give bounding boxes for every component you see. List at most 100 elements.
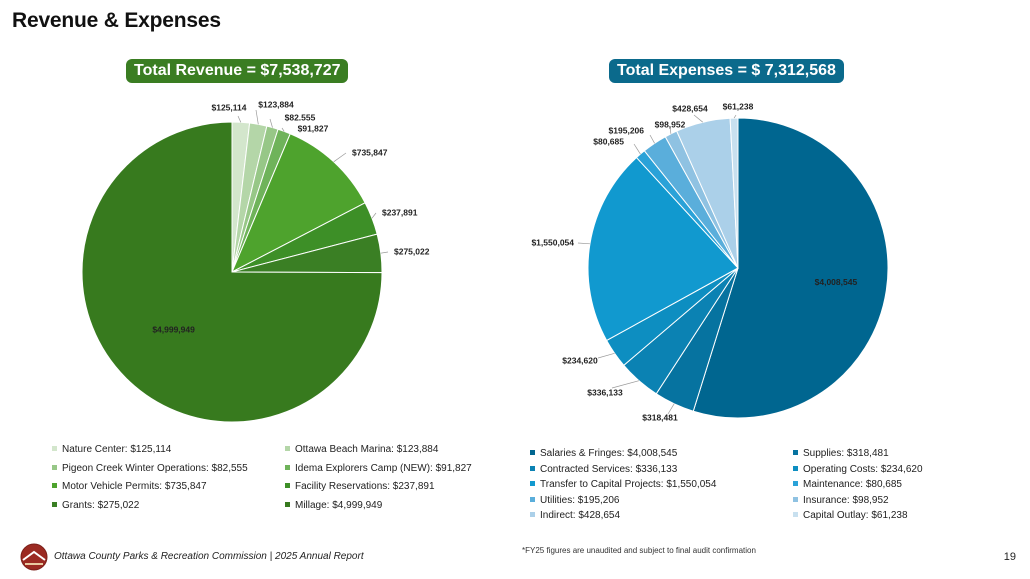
legend-label: Facility Reservations: $237,891 <box>295 481 435 492</box>
facility-reservations-data-label: $237,891 <box>382 207 418 217</box>
legend-item-transfer-to-capital-projects: Transfer to Capital Projects: $1,550,054 <box>530 479 716 491</box>
legend-label: Contracted Services: $336,133 <box>540 463 678 475</box>
legend-item-grants: Grants: $275,022 <box>52 500 139 512</box>
ottawa-beach-marina-leader-line <box>255 109 259 125</box>
legend-item-pigeon-creek-winter-operations: Pigeon Creek Winter Operations: $82,555 <box>52 463 248 475</box>
legend-swatch <box>793 481 798 486</box>
transfer-to-capital-projects-leader-line <box>577 242 591 245</box>
millage-data-label: $4,999,949 <box>152 324 195 334</box>
legend-swatch <box>530 481 535 486</box>
motor-vehicle-permits-leader-line <box>333 152 347 163</box>
utilities-leader-line <box>649 134 655 144</box>
legend-label: Operating Costs: $234,620 <box>803 463 923 475</box>
insurance-data-label: $98,952 <box>655 119 686 129</box>
millage-slice <box>81 121 383 423</box>
motor-vehicle-permits-data-label: $735,847 <box>352 147 388 157</box>
legend-item-maintenance: Maintenance: $80,685 <box>793 479 902 491</box>
maintenance-data-label: $80,685 <box>593 136 624 146</box>
legend-swatch <box>52 501 57 507</box>
supplies-data-label: $318,481 <box>642 412 678 422</box>
legend-label: Utilities: $195,206 <box>540 494 620 506</box>
audit-footnote: *FY25 figures are unaudited and subject … <box>522 546 756 555</box>
legend-swatch <box>530 465 535 471</box>
salaries-fringes-slice <box>692 117 889 419</box>
legend-item-operating-costs: Operating Costs: $234,620 <box>793 464 923 476</box>
legend-label: Millage: $4,999,949 <box>295 499 383 511</box>
legend-item-supplies: Supplies: $318,481 <box>793 448 889 460</box>
salaries-fringes-data-label: $4,008,545 <box>815 277 858 287</box>
legend-label: Idema Explorers Camp (NEW): $91,827 <box>295 462 472 474</box>
legend-swatch <box>285 501 290 507</box>
legend-label: Capital Outlay: $61,238 <box>803 510 908 521</box>
legend-label: Grants: $275,022 <box>62 499 140 511</box>
legend-item-idema-explorers-camp-new: Idema Explorers Camp (NEW): $91,827 <box>285 463 472 475</box>
capital-outlay-leader-line <box>733 114 737 119</box>
legend-label: Maintenance: $80,685 <box>803 479 902 490</box>
nature-center-leader-line <box>237 115 242 123</box>
legend-swatch <box>793 465 798 471</box>
legend-item-utilities: Utilities: $195,206 <box>530 495 620 507</box>
grants-data-label: $275,022 <box>394 246 430 256</box>
legend-item-capital-outlay: Capital Outlay: $61,238 <box>793 510 908 522</box>
total-expenses-badge: Total Expenses = $ 7,312,568 <box>609 59 844 83</box>
legend-item-facility-reservations: Facility Reservations: $237,891 <box>285 481 435 493</box>
legend-label: Nature Center: $125,114 <box>62 444 172 455</box>
legend-item-salaries-fringes: Salaries & Fringes: $4,008,545 <box>530 448 677 460</box>
motor-vehicle-permits-slice <box>231 133 366 274</box>
legend-item-nature-center: Nature Center: $125,114 <box>52 444 171 456</box>
legend-label: Ottawa Beach Marina: $123,884 <box>295 444 439 455</box>
pigeon-creek-winter-operations-data-label: $82.555 <box>285 112 316 122</box>
page-number: 19 <box>1003 551 1016 563</box>
supplies-leader-line <box>667 403 675 415</box>
legend-swatch <box>285 464 290 470</box>
legend-label: Salaries & Fringes: $4,008,545 <box>540 448 678 459</box>
utilities-data-label: $195,206 <box>609 125 645 135</box>
legend-swatch <box>793 512 798 517</box>
legend-item-contracted-services: Contracted Services: $336,133 <box>530 464 677 476</box>
operating-costs-data-label: $234,620 <box>562 355 598 365</box>
facility-reservations-leader-line <box>371 212 377 219</box>
maintenance-leader-line <box>633 143 641 155</box>
legend-item-insurance: Insurance: $98,952 <box>793 495 889 507</box>
legend-label: Supplies: $318,481 <box>803 448 889 459</box>
contracted-services-leader-line <box>611 380 640 389</box>
legend-label: Transfer to Capital Projects: $1,550,054 <box>540 479 717 490</box>
legend-label: Pigeon Creek Winter Operations: $82,555 <box>62 462 248 474</box>
capital-outlay-data-label: $61,238 <box>723 101 754 111</box>
legend-swatch <box>285 483 290 488</box>
legend-swatch <box>52 464 57 470</box>
contracted-services-data-label: $336,133 <box>587 387 623 397</box>
legend-label: Indirect: $428,654 <box>540 510 621 521</box>
idema-explorers-camp-new-data-label: $91,827 <box>298 123 329 133</box>
legend-swatch <box>530 512 535 517</box>
indirect-data-label: $428,654 <box>672 103 708 113</box>
transfer-to-capital-projects-data-label: $1,550,054 <box>531 237 574 247</box>
insurance-leader-line <box>669 126 672 134</box>
commission-logo-icon <box>20 543 48 571</box>
legend-swatch <box>52 483 57 488</box>
legend-swatch <box>285 446 290 451</box>
page-title: Revenue & Expenses <box>12 9 221 32</box>
legend-swatch <box>530 450 535 455</box>
pigeon-creek-winter-operations-leader-line <box>269 118 273 128</box>
legend-label: Motor Vehicle Permits: $735,847 <box>62 481 207 492</box>
legend-item-millage: Millage: $4,999,949 <box>285 500 382 512</box>
indirect-leader-line <box>693 114 704 123</box>
legend-swatch <box>793 496 798 502</box>
grants-leader-line <box>380 251 389 254</box>
legend-label: Insurance: $98,952 <box>803 494 889 506</box>
legend-swatch <box>530 496 535 502</box>
nature-center-data-label: $125,114 <box>212 102 247 112</box>
legend-item-motor-vehicle-permits: Motor Vehicle Permits: $735,847 <box>52 481 207 493</box>
idema-explorers-camp-new-leader-line <box>281 127 285 132</box>
footer-report-title: Ottawa County Parks & Recreation Commiss… <box>54 551 364 562</box>
legend-item-indirect: Indirect: $428,654 <box>530 510 620 522</box>
legend-swatch <box>52 446 57 451</box>
total-revenue-badge: Total Revenue = $7,538,727 <box>126 59 349 83</box>
ottawa-beach-marina-data-label: $123,884 <box>258 99 294 109</box>
legend-swatch <box>793 450 798 455</box>
operating-costs-leader-line <box>597 352 615 359</box>
legend-item-ottawa-beach-marina: Ottawa Beach Marina: $123,884 <box>285 444 438 456</box>
